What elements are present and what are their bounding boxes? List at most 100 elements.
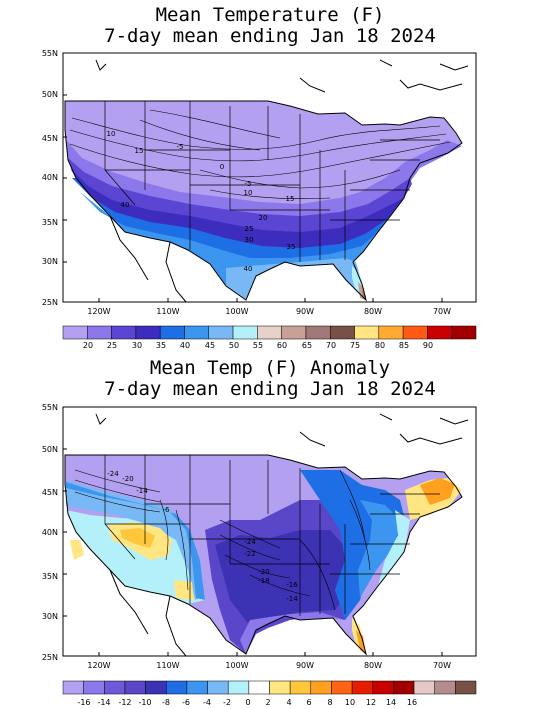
legend-color-swatch xyxy=(248,680,270,695)
legend-color-swatch xyxy=(434,680,456,695)
map1-legend xyxy=(62,325,477,340)
map1-contour-label: 10 xyxy=(244,189,253,197)
legend-color-swatch xyxy=(378,325,404,340)
map1-legend-label: 80 xyxy=(375,341,385,350)
legend-color-swatch xyxy=(393,680,415,695)
legend-color-swatch xyxy=(413,680,435,695)
map1-lon-label: 90W xyxy=(296,307,314,316)
legend-color-swatch xyxy=(455,680,477,695)
legend-color-swatch xyxy=(208,325,234,340)
map2-legend-label: 6 xyxy=(306,698,311,707)
map2-contour-labels: -24 -20 -14 -6 -24 -22 -20 -18 -16 -14 xyxy=(107,470,298,603)
map2-legend-label: -4 xyxy=(203,698,211,707)
legend-color-swatch xyxy=(402,325,428,340)
map1-lat-label: 30N xyxy=(42,257,58,266)
map1-contour-label: 0 xyxy=(220,163,224,171)
map1-contour-label: 25 xyxy=(245,225,254,233)
legend-color-swatch xyxy=(83,680,105,695)
map2-central-mid xyxy=(215,530,350,626)
legend-color-swatch xyxy=(124,680,146,695)
map2-contour-label: -20 xyxy=(258,568,269,576)
map1-coastline xyxy=(64,59,469,302)
map1-contour-label: 35 xyxy=(287,243,296,251)
map2-legend-label: -12 xyxy=(118,698,131,707)
map2-title-line2: 7-day mean ending Jan 18 2024 xyxy=(104,378,436,400)
legend-color-swatch xyxy=(111,325,137,340)
map2-lat-label: 40N xyxy=(42,528,58,537)
legend-color-swatch xyxy=(329,325,355,340)
map2-legend-label: -2 xyxy=(223,698,231,707)
map2-lon-label: 120W xyxy=(87,661,110,670)
map1-legend-label: 20 xyxy=(83,341,93,350)
map2-florida-orange xyxy=(356,630,366,654)
legend-color-swatch xyxy=(331,680,353,695)
legend-color-swatch xyxy=(166,680,188,695)
map2-gulf-light xyxy=(240,612,345,654)
map1-lat-label: 50N xyxy=(42,90,58,99)
map2-lon-label: 80W xyxy=(364,661,382,670)
map1-lat-label: 55N xyxy=(42,49,58,58)
map2-legend-label: -10 xyxy=(138,698,151,707)
map2-contour-label: -22 xyxy=(244,550,255,558)
map1-legend-label: 55 xyxy=(253,341,263,350)
map2-lat-label: 30N xyxy=(42,612,58,621)
map1-lon-label: 80W xyxy=(364,307,382,316)
map2-state-borders xyxy=(104,455,440,616)
map1-legend-label: 45 xyxy=(205,341,215,350)
legend-color-swatch xyxy=(159,325,185,340)
map1-contour-label: -5 xyxy=(177,143,184,151)
map2-legend-label: 4 xyxy=(286,698,291,707)
map2-contour-lines xyxy=(74,469,371,611)
map2-legend-label: 14 xyxy=(386,698,396,707)
map2-contour-label: -6 xyxy=(163,506,171,514)
legend-color-swatch xyxy=(281,325,307,340)
map1-contour-label: 10 xyxy=(107,130,116,138)
map1-legend-label: 60 xyxy=(277,341,287,350)
map1-contour-label: -5 xyxy=(245,180,252,188)
map2-lat-axis: 55N 50N 45N 40N 35N 30N 25N xyxy=(42,403,58,662)
map2-yellow-west3 xyxy=(174,580,194,600)
map2-yellow-west2 xyxy=(70,540,84,560)
map2-legend-label: -6 xyxy=(182,698,190,707)
map1-contour-label: 30 xyxy=(245,236,254,244)
legend-color-swatch xyxy=(62,325,88,340)
legend-color-swatch xyxy=(135,325,161,340)
map2-contour-label: -24 xyxy=(107,470,119,478)
map1-lon-label: 110W xyxy=(156,307,179,316)
map2-contour-label: -14 xyxy=(136,487,148,495)
map1-state-borders xyxy=(104,101,440,262)
map2-legend-label: 16 xyxy=(407,698,417,707)
legend-color-swatch xyxy=(269,680,291,695)
map2-lat-label: 25N xyxy=(42,653,58,662)
legend-color-swatch xyxy=(257,325,282,340)
map1-title-line2: 7-day mean ending Jan 18 2024 xyxy=(104,25,436,47)
map1-lat-label: 45N xyxy=(42,134,58,143)
map1-lon-label: 100W xyxy=(225,307,248,316)
map2-legend-label: -16 xyxy=(77,698,90,707)
map1-band-50 xyxy=(226,258,366,300)
map2-contour-label: -14 xyxy=(286,595,298,603)
map2-legend-label: 10 xyxy=(345,698,355,707)
map2-lon-label: 110W xyxy=(156,661,179,670)
map1-band-35 xyxy=(70,168,404,300)
map1-contour-lines xyxy=(69,109,451,200)
legend-color-swatch xyxy=(184,325,210,340)
map2-legend-label: 12 xyxy=(366,698,376,707)
legend-color-swatch xyxy=(310,680,332,695)
map2-ne-pale xyxy=(378,510,410,586)
map1-legend-label: 50 xyxy=(229,341,239,350)
legend-color-swatch xyxy=(87,325,112,340)
legend-color-swatch xyxy=(451,325,477,340)
map2-contour-label: -18 xyxy=(258,577,269,585)
map2-legend-label: -8 xyxy=(162,698,170,707)
map1-contour-label: 40 xyxy=(244,265,253,273)
legend-color-swatch xyxy=(232,325,258,340)
map1-contour-label: 40 xyxy=(121,201,130,209)
map1-contour-label: 20 xyxy=(259,214,268,222)
map2-legend-label: -14 xyxy=(97,698,110,707)
map1-lon-label: 120W xyxy=(87,307,110,316)
map2-orange-west1 xyxy=(120,528,155,548)
map1-contour-labels: 10 15 -5 0 -5 10 15 40 20 25 30 35 40 xyxy=(107,130,296,273)
map2-lat-label: 45N xyxy=(42,488,58,497)
